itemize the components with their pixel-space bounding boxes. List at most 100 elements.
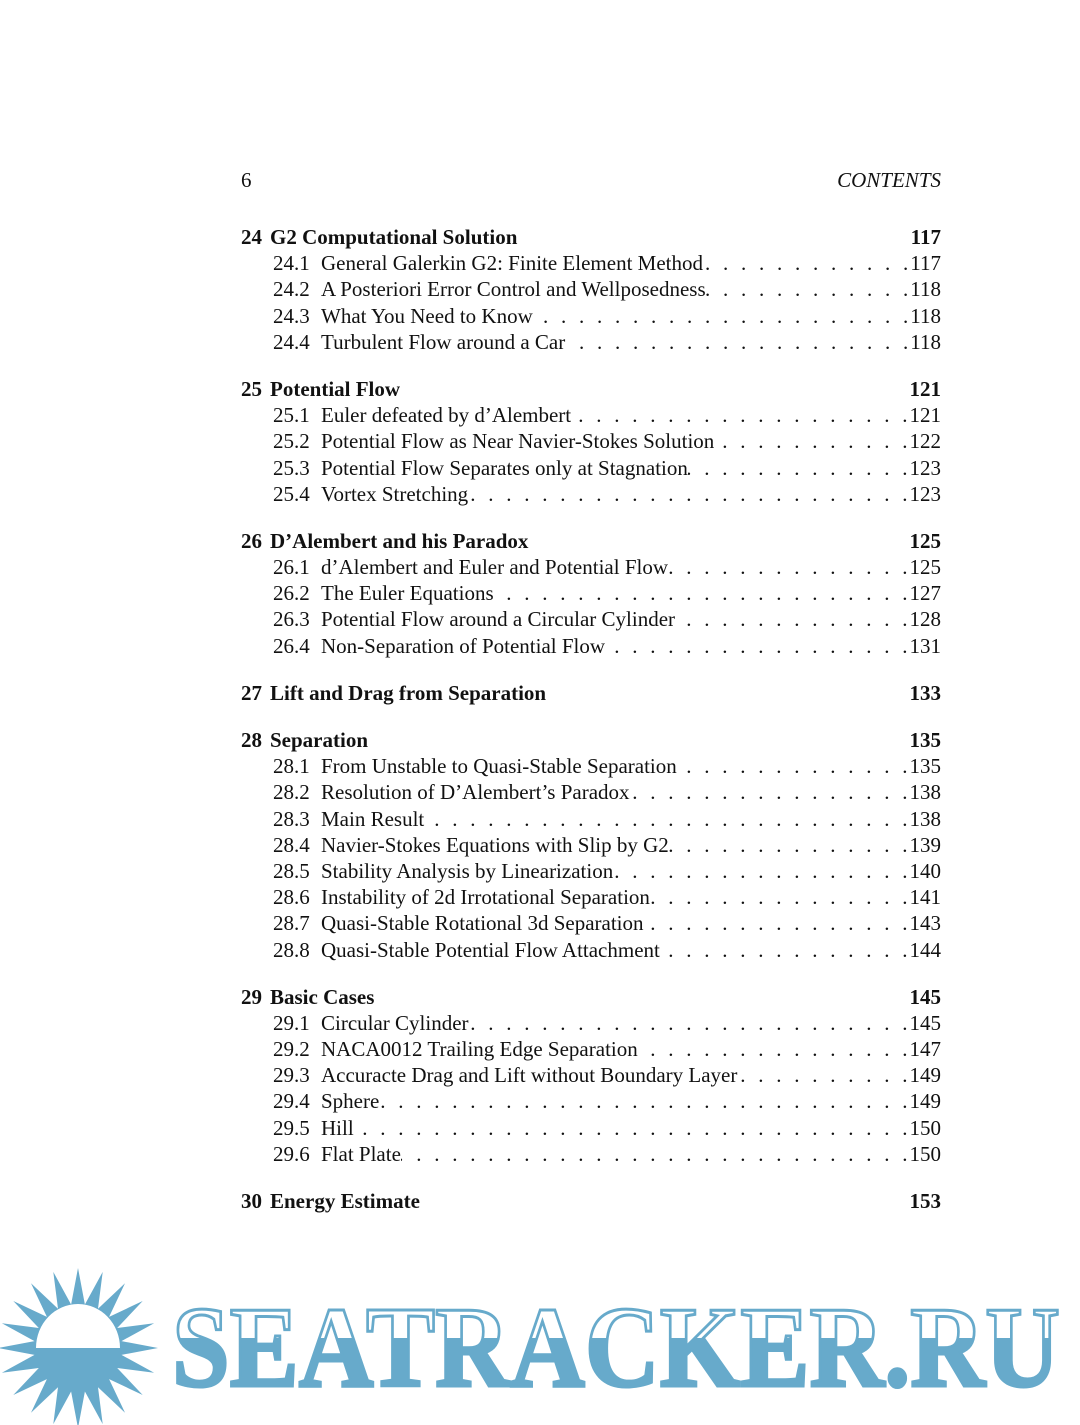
section-entry[interactable]: 29.1 Circular Cylinder 145 (241, 1010, 941, 1036)
chapter-page: 121 (909, 376, 942, 401)
section-entry[interactable]: 25.3 Potential Flow Separates only at St… (241, 455, 941, 481)
section-page: 131 (909, 633, 942, 658)
section-entry[interactable]: 28.6 Instability of 2d Irrotational Sepa… (241, 884, 941, 910)
section-entry[interactable]: 26.1 d’Alembert and Euler and Potential … (241, 554, 941, 580)
dot-leader (650, 884, 910, 910)
dot-leader (688, 455, 910, 481)
section-entry[interactable]: 25.1 Euler defeated by d’Alembert 121 (241, 402, 941, 428)
section-page: 147 (909, 1037, 942, 1062)
section-entry[interactable]: 24.4 Turbulent Flow around a Car 118 (241, 329, 941, 355)
chapter-block: 28 Separation 135 28.1 From Unstable to … (241, 727, 941, 963)
page-number: 6 (241, 168, 252, 192)
chapter-title: Separation (270, 728, 369, 752)
dot-leader (494, 580, 910, 606)
section-page: 140 (909, 858, 942, 883)
section-entry[interactable]: 29.5 Hill 150 (241, 1115, 941, 1141)
dot-leader (354, 1115, 910, 1141)
section-entry[interactable]: 26.4 Non-Separation of Potential Flow 13… (241, 633, 941, 659)
running-title: CONTENTS (837, 168, 941, 192)
section-title: Main Result (321, 806, 425, 831)
section-page: 138 (909, 780, 942, 805)
section-page: 138 (909, 806, 942, 831)
section-number: 28.7 (273, 911, 310, 936)
dot-leader (469, 1010, 910, 1036)
chapter-block: 30 Energy Estimate 153 (241, 1188, 941, 1214)
chapter-entry[interactable]: 26 D’Alembert and his Paradox 125 (241, 528, 941, 554)
chapter-entry[interactable]: 30 Energy Estimate 153 (241, 1188, 941, 1214)
section-title: Circular Cylinder (321, 1010, 469, 1035)
dot-leader (401, 1141, 910, 1167)
chapter-entry[interactable]: 24 G2 Computational Solution 117 (241, 224, 941, 250)
section-entry[interactable]: 28.3 Main Result 138 (241, 806, 941, 832)
section-page: 145 (909, 1010, 942, 1035)
chapter-entry[interactable]: 27 Lift and Drag from Separation 133 (241, 680, 941, 706)
section-entry[interactable]: 28.7 Quasi-Stable Rotational 3d Separati… (241, 910, 941, 936)
section-title: What You Need to Know (321, 303, 533, 328)
dot-leader (630, 779, 910, 805)
section-page: 128 (909, 607, 942, 632)
section-page: 118 (910, 329, 941, 354)
section-entry[interactable]: 29.3 Accuracte Drag and Lift without Bou… (241, 1062, 941, 1088)
section-entry[interactable]: 29.6 Flat Plate 150 (241, 1141, 941, 1167)
chapter-entry[interactable]: 28 Separation 135 (241, 727, 941, 753)
chapter-title: G2 Computational Solution (270, 225, 518, 249)
dot-leader (737, 1062, 909, 1088)
section-entry[interactable]: 29.4 Sphere 149 (241, 1088, 941, 1114)
chapter-number: 28 (241, 728, 262, 752)
section-entry[interactable]: 24.3 What You Need to Know 118 (241, 303, 941, 329)
dot-leader (675, 606, 909, 632)
chapter-number: 26 (241, 528, 262, 553)
dot-leader (638, 1036, 910, 1062)
section-title: NACA0012 Trailing Edge Separation (321, 1037, 638, 1062)
dot-leader (565, 329, 910, 355)
dot-leader (669, 832, 910, 858)
section-number: 26.4 (273, 633, 310, 658)
section-title: Potential Flow around a Circular Cylinde… (321, 607, 676, 632)
section-title: Instability of 2d Irrotational Separatio… (321, 885, 650, 910)
section-entry[interactable]: 28.1 From Unstable to Quasi-Stable Separ… (241, 753, 941, 779)
section-page: 141 (909, 885, 942, 910)
section-page: 150 (909, 1141, 942, 1166)
section-entry[interactable]: 24.1 General Galerkin G2: Finite Element… (241, 250, 941, 276)
chapter-block: 25 Potential Flow 121 25.1 Euler defeate… (241, 376, 941, 507)
chapter-entry[interactable]: 29 Basic Cases 145 (241, 984, 941, 1010)
dot-leader (706, 276, 911, 302)
section-title: Quasi-Stable Potential Flow Attachment (321, 937, 660, 962)
chapter-block: 26 D’Alembert and his Paradox 125 26.1 d… (241, 528, 941, 659)
section-number: 28.6 (273, 885, 310, 910)
chapter-number: 25 (241, 376, 262, 401)
dot-leader (677, 753, 910, 779)
section-entry[interactable]: 24.2 A Posteriori Error Control and Well… (241, 276, 941, 302)
section-title: Potential Flow Separates only at Stagnat… (321, 455, 688, 480)
section-page: 121 (909, 403, 942, 428)
section-entry[interactable]: 28.8 Quasi-Stable Potential Flow Attachm… (241, 937, 941, 963)
section-page: 149 (909, 1089, 942, 1114)
chapter-block: 29 Basic Cases 145 29.1 Circular Cylinde… (241, 984, 941, 1167)
section-page: 143 (909, 911, 942, 936)
section-page: 118 (910, 303, 941, 328)
section-number: 28.3 (273, 806, 310, 831)
section-title: Non-Separation of Potential Flow (321, 633, 606, 658)
section-entry[interactable]: 25.2 Potential Flow as Near Navier-Stoke… (241, 428, 941, 454)
chapter-entry[interactable]: 25 Potential Flow 121 (241, 376, 941, 402)
section-entry[interactable]: 28.5 Stability Analysis by Linearization… (241, 858, 941, 884)
running-header: 6 CONTENTS (241, 167, 941, 193)
section-title: Navier-Stokes Equations with Slip by G2 (321, 832, 669, 857)
section-entry[interactable]: 28.4 Navier-Stokes Equations with Slip b… (241, 832, 941, 858)
section-number: 29.5 (273, 1115, 310, 1140)
section-entry[interactable]: 26.2 The Euler Equations 127 (241, 580, 941, 606)
section-title: Quasi-Stable Rotational 3d Separation (321, 911, 644, 936)
section-number: 25.3 (273, 455, 310, 480)
section-entry[interactable]: 25.4 Vortex Stretching 123 (241, 481, 941, 507)
section-page: 122 (909, 429, 942, 454)
chapter-number: 29 (241, 984, 262, 1009)
section-entry[interactable]: 28.2 Resolution of D’Alembert’s Paradox … (241, 779, 941, 805)
section-number: 26.2 (273, 581, 310, 606)
chapter-title: Energy Estimate (270, 1189, 420, 1213)
section-title: Resolution of D’Alembert’s Paradox (321, 780, 630, 805)
section-entry[interactable]: 26.3 Potential Flow around a Circular Cy… (241, 606, 941, 632)
section-number: 26.1 (273, 555, 310, 580)
dot-leader (644, 910, 910, 936)
section-entry[interactable]: 29.2 NACA0012 Trailing Edge Separation 1… (241, 1036, 941, 1062)
section-page: 150 (909, 1115, 942, 1140)
